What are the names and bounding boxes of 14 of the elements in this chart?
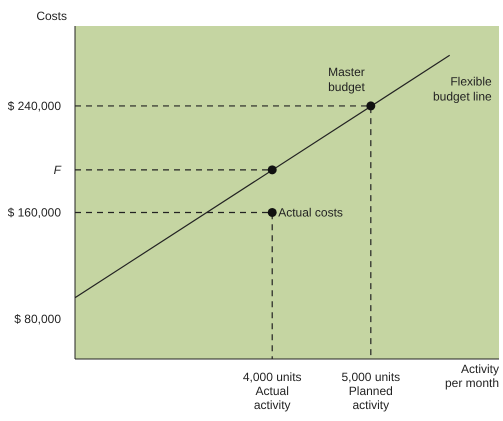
annotation: Flexible budget line: [432, 74, 492, 104]
x-tick-label: 5,000 units Planned activity: [341, 370, 400, 412]
y-tick-label: $ 80,000: [14, 312, 62, 326]
point: [366, 101, 376, 110]
x-axis-title: Activity per month: [444, 362, 499, 390]
y-axis-title: Costs: [36, 9, 67, 23]
annotation: Master budget: [328, 64, 366, 94]
annotation: Actual costs: [278, 205, 343, 220]
y-tick-label: $ 240,000: [8, 98, 62, 113]
point: [268, 208, 277, 217]
point: [268, 165, 277, 174]
y-tick-label: F: [54, 162, 62, 177]
x-tick-label: 4,000 units Actual activity: [242, 370, 302, 412]
y-tick-label: $ 160,000: [8, 205, 62, 220]
